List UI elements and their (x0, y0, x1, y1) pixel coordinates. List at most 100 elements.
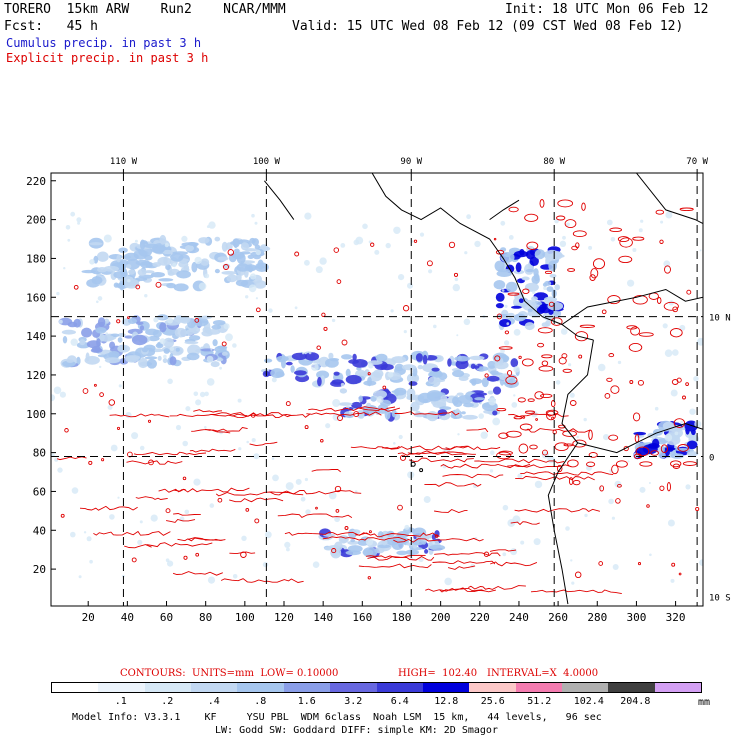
explicit-contour (344, 526, 349, 530)
explicit-contour (632, 236, 645, 241)
explicit-contour (426, 260, 433, 267)
explicit-contour (562, 368, 573, 373)
explicit-contour (498, 346, 513, 350)
explicit-contour (539, 199, 545, 208)
explicit-contour (556, 215, 566, 221)
cumulus-legend: Cumulus precip. in past 3 h (6, 36, 202, 50)
explicit-contour (537, 342, 545, 348)
explicit-contour (468, 585, 526, 590)
explicit-contour (158, 488, 186, 493)
x-tick-label: 160 (352, 611, 372, 624)
explicit-contour (255, 307, 261, 313)
valid-time: Valid: 15 UTC Wed 08 Feb 12 (09 CST Wed … (292, 19, 684, 34)
explicit-contour (530, 589, 622, 595)
colorbar-label: 204.8 (620, 696, 651, 707)
model-info-line2: LW: Godd SW: Goddard DIFF: simple KM: 2D… (215, 725, 498, 736)
colorbar-label: 51.2 (527, 696, 552, 707)
y-tick-label: 100 (26, 408, 46, 421)
longitude-label: 100 W (253, 157, 281, 167)
explicit-contour (232, 413, 311, 419)
plot-frame (50, 172, 704, 607)
explicit-contour (135, 496, 168, 500)
y-tick-label: 120 (26, 369, 46, 382)
explicit-contour (126, 460, 183, 465)
explicit-contour (545, 409, 559, 416)
explicit-contour (656, 297, 662, 304)
explicit-contour (294, 251, 300, 257)
explicit-contour (60, 513, 65, 518)
explicit-contour (148, 459, 154, 466)
explicit-contour (676, 377, 682, 383)
explicit-contour (563, 443, 574, 447)
explicit-contour (337, 415, 343, 421)
explicit-contour (682, 461, 697, 466)
explicit-contour (601, 309, 607, 315)
colorbar (51, 682, 702, 693)
explicit-contour (609, 227, 623, 233)
explicit-contour (655, 209, 665, 215)
explicit-contour (367, 576, 371, 580)
explicit-contour (210, 412, 292, 417)
explicit-contour (334, 485, 342, 493)
x-tick-label: 60 (160, 611, 173, 624)
explicit-contour (368, 530, 372, 534)
forecast-hour: Fcst: 45 h (4, 19, 98, 34)
explicit-contour (413, 239, 418, 243)
explicit-contour (445, 445, 501, 451)
explicit-contour (382, 385, 387, 390)
explicit-contour (474, 458, 565, 464)
explicit-contour (618, 255, 633, 264)
explicit-contour (254, 518, 260, 524)
y-tick-label: 140 (26, 330, 46, 343)
explicit-contour (677, 444, 689, 452)
explicit-contour (682, 395, 686, 400)
explicit-contour (637, 562, 642, 566)
colorbar-labels: .1 .2 .4 .8 1.6 3.2 6.4 12.8 25.6 51.2 102.4 204.8 (0, 696, 740, 708)
explicit-contour (569, 400, 577, 406)
explicit-contour (250, 413, 256, 418)
explicit-contour (358, 563, 432, 569)
explicit-contour (615, 498, 621, 504)
explicit-contour (541, 354, 553, 359)
x-tick-label: 320 (666, 611, 686, 624)
explicit-contour (588, 429, 593, 441)
explicit-contour (564, 219, 577, 229)
explicit-contour (514, 508, 601, 513)
explicit-contour (567, 459, 579, 468)
explicit-contour (331, 548, 337, 554)
y-tick-label: 160 (26, 291, 46, 304)
cumulus-band (318, 527, 446, 559)
explicit-contour (572, 439, 587, 448)
explicit-contour (588, 452, 598, 458)
explicit-contour (685, 382, 689, 386)
explicit-contour (146, 542, 213, 548)
colorbar-swatch (98, 683, 145, 692)
explicit-contour (632, 412, 641, 422)
explicit-contour (650, 450, 659, 456)
explicit-contour (315, 506, 318, 510)
explicit-contour (686, 289, 692, 295)
y-tick-label: 20 (33, 563, 46, 576)
explicit-contour (567, 268, 576, 272)
explicit-contour (169, 413, 248, 417)
explicit-contour (637, 379, 644, 386)
explicit-contour (590, 268, 599, 279)
x-tick-label: 240 (509, 611, 529, 624)
explicit-contour (306, 411, 382, 416)
explicit-contour (56, 456, 87, 461)
explicit-contour (672, 306, 679, 313)
explicit-contour (220, 578, 304, 583)
explicit-contour (187, 537, 223, 541)
explicit-contour (505, 375, 518, 385)
explicit-contour (189, 448, 236, 453)
explicit-contour (522, 416, 526, 419)
colorbar-label: .4 (207, 696, 220, 707)
explicit-contour (496, 407, 507, 412)
colorbar-label: 25.6 (480, 696, 505, 707)
explicit-contour (359, 406, 396, 410)
explicit-contour (284, 531, 370, 536)
colorbar-swatch (515, 683, 562, 692)
explicit-contour (88, 460, 93, 465)
explicit-contour (606, 377, 613, 382)
